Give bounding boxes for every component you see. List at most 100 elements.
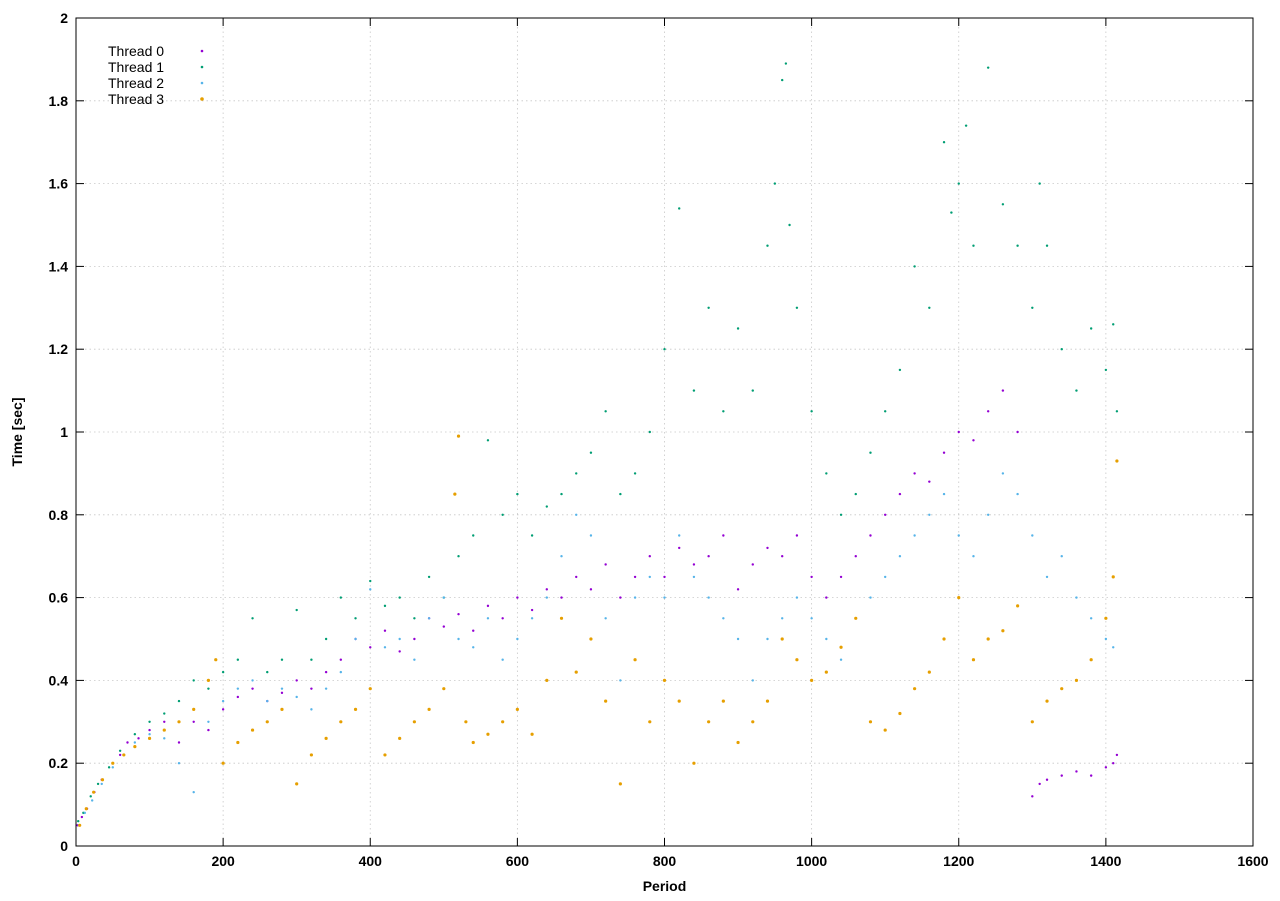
data-point: [1001, 203, 1005, 206]
data-point: [472, 646, 475, 649]
data-point: [100, 778, 105, 782]
data-point: [1031, 795, 1034, 798]
data-point: [604, 563, 607, 566]
legend-label: Thread 2: [108, 75, 164, 91]
data-point: [854, 616, 858, 620]
data-point: [663, 596, 666, 599]
data-point: [1104, 637, 1108, 641]
data-point: [810, 678, 814, 683]
legend-marker: [200, 97, 204, 101]
data-point: [766, 244, 769, 247]
data-point: [928, 480, 931, 483]
data-point: [986, 66, 990, 69]
series-3: [78, 434, 1119, 827]
data-point: [453, 492, 457, 496]
data-point: [678, 534, 681, 537]
data-point: [839, 513, 843, 516]
y-tick-label: 1.8: [49, 93, 69, 109]
data-point: [913, 472, 916, 475]
data-point: [251, 617, 254, 620]
data-point: [869, 596, 872, 599]
data-point: [126, 741, 129, 744]
data-point: [412, 720, 416, 724]
legend-item: Thread 3: [108, 91, 204, 107]
data-point: [118, 749, 122, 752]
data-point: [678, 546, 681, 550]
data-point: [236, 687, 240, 690]
data-point: [781, 555, 784, 558]
data-point: [692, 761, 696, 765]
data-point: [751, 720, 755, 724]
data-point: [575, 513, 578, 516]
data-point: [486, 439, 490, 442]
data-point: [427, 575, 431, 579]
data-point: [236, 740, 240, 745]
data-point: [604, 410, 607, 413]
data-point: [1115, 459, 1119, 463]
data-point: [206, 678, 211, 683]
data-point: [207, 720, 210, 723]
data-point: [457, 637, 460, 641]
data-point: [1016, 430, 1019, 434]
data-point: [1075, 596, 1078, 599]
data-point: [1031, 534, 1034, 537]
data-point: [545, 588, 548, 591]
data-points: [76, 62, 1119, 827]
data-point: [589, 451, 593, 454]
data-point: [78, 823, 82, 827]
data-point: [324, 637, 328, 641]
data-point: [295, 695, 298, 699]
data-point: [928, 513, 931, 516]
legend-marker: [200, 65, 204, 69]
data-point: [942, 637, 946, 641]
data-point: [137, 737, 140, 740]
data-point: [383, 604, 387, 608]
data-point: [1038, 182, 1041, 185]
data-point: [1112, 323, 1115, 326]
data-point: [545, 505, 548, 508]
data-point: [442, 625, 446, 628]
data-point: [883, 728, 887, 732]
data-point: [839, 645, 843, 649]
data-point: [280, 687, 284, 690]
data-point: [1060, 774, 1063, 777]
data-point: [1016, 604, 1020, 608]
data-point: [1115, 753, 1119, 757]
data-point: [707, 555, 710, 558]
data-point: [122, 753, 126, 757]
data-point: [883, 410, 887, 413]
data-point: [310, 658, 313, 661]
data-point: [1089, 774, 1093, 777]
data-point: [398, 650, 401, 653]
data-point: [575, 575, 578, 579]
x-tick-label: 400: [359, 853, 383, 869]
data-point: [964, 124, 968, 127]
data-point: [413, 617, 416, 620]
data-point: [486, 732, 490, 736]
data-point: [1060, 687, 1064, 691]
data-point: [736, 740, 740, 745]
data-point: [111, 761, 115, 765]
data-point: [784, 62, 788, 65]
data-point: [369, 646, 372, 649]
data-point: [795, 306, 799, 309]
y-tick-label: 0.4: [49, 672, 69, 688]
data-point: [457, 555, 460, 558]
data-point: [398, 736, 402, 740]
data-point: [986, 410, 990, 413]
data-point: [1016, 244, 1019, 247]
data-point: [457, 612, 460, 616]
data-point: [221, 708, 225, 711]
data-point: [1031, 306, 1034, 309]
data-point: [692, 563, 696, 566]
data-point: [221, 699, 225, 703]
data-point: [324, 736, 328, 740]
y-tick-label: 2: [60, 10, 68, 26]
data-point: [957, 182, 960, 185]
data-point: [972, 244, 975, 247]
data-point: [707, 720, 711, 724]
data-point: [633, 596, 637, 599]
series-1: [77, 62, 1119, 823]
data-point: [1016, 492, 1019, 496]
